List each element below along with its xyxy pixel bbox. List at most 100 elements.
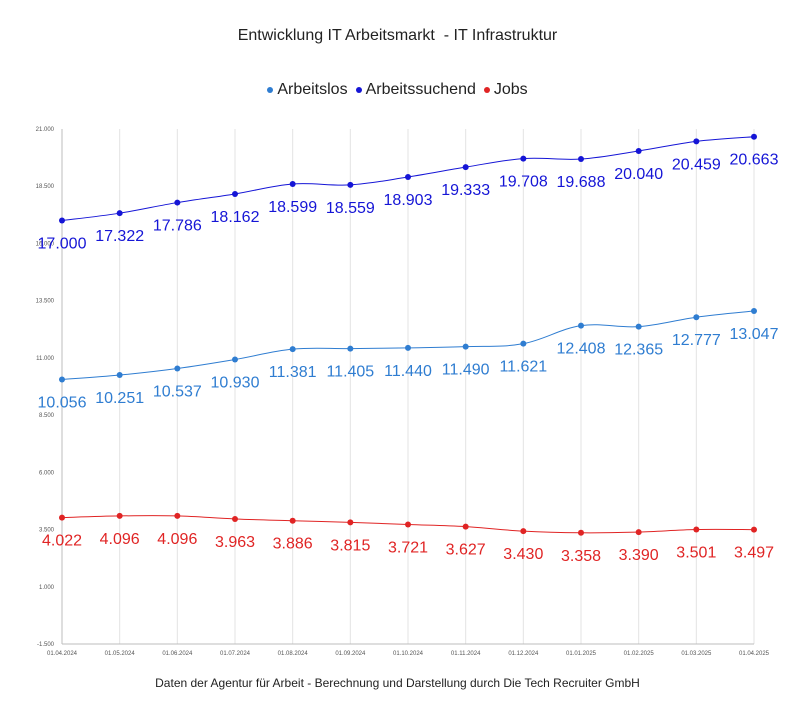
data-point-arbeitslos	[347, 345, 354, 352]
x-tick-label: 01.10.2024	[393, 651, 424, 657]
data-label-jobs: 4.096	[157, 531, 197, 548]
y-tick-label: 8.500	[39, 413, 55, 419]
data-label-jobs: 3.358	[561, 548, 601, 565]
data-point-arbeitssuchend	[751, 133, 757, 140]
data-label-arbeitssuchend: 18.903	[384, 192, 433, 209]
legend-item-jobs[interactable]: Jobs	[483, 81, 528, 99]
data-point-jobs	[635, 529, 642, 536]
x-tick-label: 01.04.2025	[739, 651, 770, 657]
data-label-arbeitslos: 13.047	[730, 326, 779, 343]
y-tick-label: 11.000	[36, 356, 55, 362]
data-label-jobs: 3.963	[215, 534, 255, 551]
data-point-jobs	[751, 526, 757, 533]
legend-label-arbeitslos: Arbeitslos	[277, 81, 348, 98]
data-point-jobs	[232, 515, 238, 522]
data-point-arbeitssuchend	[116, 210, 123, 217]
x-tick-label: 01.12.2024	[508, 651, 539, 657]
x-tick-label: 01.08.2024	[278, 651, 309, 657]
legend-marker-jobs	[483, 87, 490, 93]
data-point-arbeitslos	[116, 372, 123, 379]
legend-item-arbeitssuchend[interactable]: Arbeitssuchend	[355, 81, 476, 99]
chart-footer: Daten der Agentur für Arbeit - Berechnun…	[155, 676, 640, 690]
data-label-arbeitssuchend: 18.162	[211, 209, 260, 226]
data-point-jobs	[289, 517, 296, 524]
data-label-jobs: 3.430	[503, 546, 543, 563]
y-tick-label: 21.000	[36, 127, 55, 133]
data-label-arbeitslos: 10.930	[211, 374, 260, 391]
data-point-arbeitslos	[578, 322, 584, 329]
legend-marker-arbeitslos	[267, 87, 274, 93]
chart-title: Entwicklung IT Arbeitsmarkt - IT Infrast…	[237, 27, 558, 44]
legend-item-arbeitslos[interactable]: Arbeitslos	[267, 81, 348, 99]
data-label-arbeitssuchend: 19.688	[557, 174, 606, 191]
data-point-arbeitslos	[693, 314, 700, 321]
data-label-arbeitslos: 10.537	[153, 383, 202, 400]
data-label-arbeitslos: 11.621	[499, 359, 547, 376]
data-label-arbeitslos: 12.408	[557, 341, 606, 358]
data-point-jobs	[116, 512, 123, 519]
data-point-arbeitslos	[520, 340, 527, 347]
x-tick-label: 01.03.2025	[681, 651, 712, 657]
data-point-arbeitssuchend	[174, 199, 181, 206]
data-label-arbeitssuchend: 19.708	[499, 174, 548, 191]
data-point-arbeitssuchend	[347, 181, 354, 188]
data-point-jobs	[578, 529, 584, 536]
data-label-arbeitssuchend: 20.663	[730, 152, 779, 169]
data-point-jobs	[347, 519, 354, 526]
data-label-arbeitssuchend: 18.559	[326, 200, 375, 217]
data-point-jobs	[174, 512, 181, 519]
data-point-arbeitssuchend	[693, 138, 700, 145]
data-label-arbeitssuchend: 18.599	[268, 199, 317, 216]
data-label-arbeitslos: 11.405	[326, 364, 374, 381]
x-tick-label: 01.11.2024	[451, 651, 481, 657]
data-point-arbeitslos	[289, 346, 296, 353]
data-point-arbeitssuchend	[232, 190, 238, 197]
data-label-jobs: 3.390	[619, 547, 659, 564]
x-tick-label: 01.05.2024	[105, 651, 136, 657]
legend: Arbeitslos Arbeitssuchend Jobs	[0, 81, 795, 99]
data-label-jobs: 4.096	[100, 531, 140, 548]
data-point-arbeitslos	[751, 308, 757, 315]
data-label-arbeitssuchend: 17.786	[153, 218, 202, 235]
legend-label-arbeitssuchend: Arbeitssuchend	[365, 81, 476, 98]
legend-marker-arbeitssuchend	[355, 87, 362, 93]
y-tick-label: -1.500	[37, 642, 55, 648]
y-tick-label: 6.000	[39, 470, 55, 476]
data-point-arbeitslos	[59, 376, 65, 383]
data-point-arbeitslos	[174, 365, 181, 372]
y-tick-label: 13.500	[36, 299, 55, 305]
x-tick-label: 01.01.2025	[566, 651, 597, 657]
x-tick-label: 01.09.2024	[335, 651, 366, 657]
data-label-arbeitslos: 11.381	[269, 364, 317, 381]
data-label-arbeitslos: 12.365	[614, 342, 663, 359]
data-point-arbeitssuchend	[59, 217, 65, 224]
data-label-arbeitssuchend: 17.000	[38, 236, 87, 253]
data-label-arbeitssuchend: 20.040	[614, 166, 663, 183]
data-point-arbeitssuchend	[289, 180, 296, 187]
x-tick-label: 01.04.2024	[47, 651, 78, 657]
data-label-arbeitslos: 10.056	[38, 394, 87, 411]
y-tick-label: 16.000	[36, 241, 55, 247]
data-label-jobs: 3.627	[446, 542, 486, 559]
data-label-arbeitslos: 11.490	[442, 362, 490, 379]
data-label-jobs: 4.022	[42, 533, 82, 550]
data-point-arbeitslos	[462, 343, 469, 350]
data-point-arbeitslos	[405, 344, 411, 351]
x-tick-label: 01.06.2024	[162, 651, 193, 657]
data-label-arbeitssuchend: 19.333	[441, 182, 490, 199]
data-label-arbeitssuchend: 20.459	[672, 156, 721, 173]
data-point-arbeitslos	[635, 323, 642, 330]
data-label-jobs: 3.886	[273, 536, 313, 553]
data-label-arbeitslos: 12.777	[672, 332, 721, 349]
data-label-jobs: 3.815	[330, 537, 370, 554]
x-tick-label: 01.02.2025	[624, 651, 655, 657]
data-point-arbeitssuchend	[635, 147, 642, 154]
y-tick-label: 18.500	[36, 184, 55, 190]
data-label-arbeitssuchend: 17.322	[95, 228, 144, 245]
data-point-jobs	[59, 514, 65, 521]
data-point-jobs	[462, 523, 469, 530]
data-point-arbeitssuchend	[405, 173, 411, 180]
data-point-jobs	[405, 521, 411, 528]
data-label-arbeitslos: 11.440	[384, 363, 432, 380]
